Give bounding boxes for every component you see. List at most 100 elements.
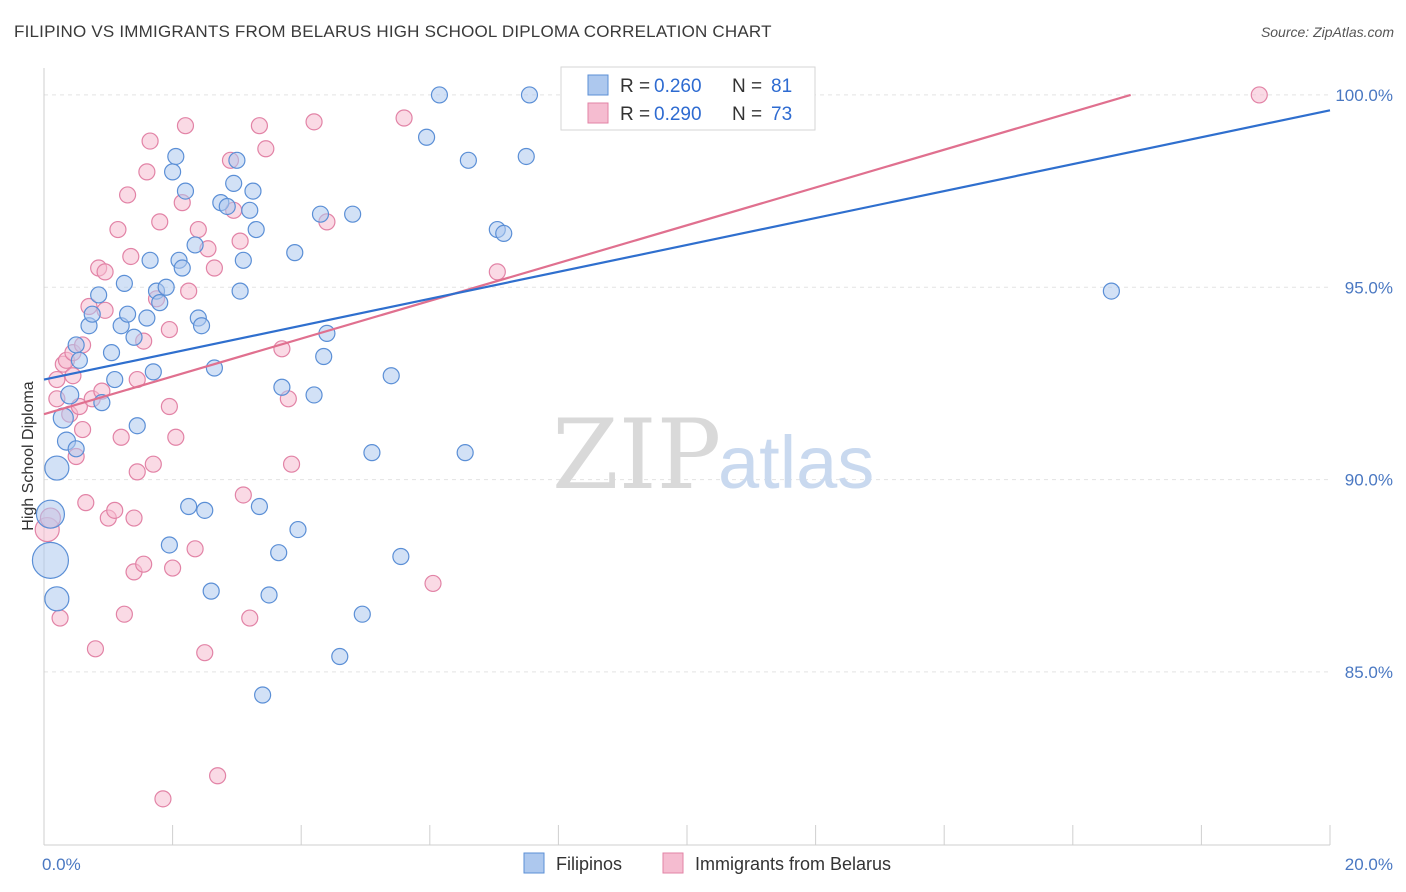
filipino-point <box>382 367 400 385</box>
y-tick-label: 100.0% <box>1335 86 1393 105</box>
legend-r-label-filipinos: R = <box>620 76 650 97</box>
y-tick-label: 90.0% <box>1345 471 1393 490</box>
belarus-point <box>189 220 207 239</box>
belarus-point <box>73 420 92 439</box>
legend-bottom-label-belarus: Immigrants from Belarus <box>695 854 891 874</box>
legend-n-value-filipinos: 81 <box>771 76 792 97</box>
belarus-point <box>96 263 114 281</box>
x-tick-label-min: 0.0% <box>42 855 81 874</box>
legend-stats: R = 0.260 N = 81 R = 0.290 N = 73 <box>560 66 816 131</box>
filipino-point <box>286 244 304 262</box>
belarus-point <box>282 455 301 473</box>
belarus-point <box>231 232 249 250</box>
filipino-point <box>102 344 121 362</box>
belarus-point <box>196 644 214 662</box>
filipino-point <box>260 586 278 604</box>
filipino-point <box>353 605 371 623</box>
belarus-point <box>257 140 275 158</box>
belarus-point <box>122 247 140 266</box>
filipino-point <box>176 182 195 200</box>
belarus-point <box>135 555 153 573</box>
y-axis-label: High School Diploma <box>20 381 37 531</box>
filipino-point <box>31 541 70 579</box>
filipino-point <box>180 497 198 516</box>
filipino-point <box>344 205 362 223</box>
filipino-point <box>392 547 410 566</box>
filipino-point <box>202 582 220 600</box>
belarus-point <box>138 163 156 181</box>
filipino-point <box>254 686 272 704</box>
filipino-point <box>459 151 477 169</box>
filipino-point <box>44 455 70 481</box>
series-filipinos-points <box>31 86 1120 704</box>
filipino-point <box>520 86 539 104</box>
filipino-point <box>495 224 513 243</box>
belarus-point <box>106 501 124 519</box>
belarus-point <box>141 132 159 150</box>
filipino-point <box>1102 282 1120 300</box>
legend-swatch-belarus <box>587 102 609 124</box>
filipino-point <box>430 86 449 104</box>
legend-series: Filipinos Immigrants from Belarus <box>523 852 891 874</box>
filipino-point <box>196 501 214 519</box>
filipino-point <box>35 499 66 529</box>
belarus-point <box>205 259 223 277</box>
legend-bottom-swatch-belarus <box>662 852 684 874</box>
filipino-point <box>270 544 288 562</box>
belarus-point <box>86 640 105 658</box>
legend-n-label-belarus: N = <box>732 104 762 125</box>
filipino-point <box>138 309 156 327</box>
belarus-point <box>160 397 178 416</box>
filipino-point <box>44 586 70 612</box>
legend-n-label-filipinos: N = <box>732 76 762 97</box>
filipino-point <box>160 536 178 554</box>
filipino-point <box>218 197 236 216</box>
filipino-point <box>83 305 101 323</box>
filipino-point <box>225 174 243 192</box>
filipino-point <box>247 220 265 239</box>
belarus-point <box>51 609 69 627</box>
belarus-point <box>77 494 95 512</box>
filipino-point <box>192 317 211 335</box>
legend-swatch-filipinos <box>587 74 609 96</box>
filipino-point <box>157 278 175 296</box>
watermark-zip: ZIP <box>552 399 721 511</box>
belarus-point <box>186 540 204 558</box>
filipino-point <box>517 147 535 166</box>
filipino-point <box>173 259 191 277</box>
filipino-point <box>417 128 436 146</box>
belarus-point <box>128 463 146 481</box>
legend-r-value-filipinos: 0.260 <box>654 76 702 97</box>
filipino-point <box>70 351 88 369</box>
x-tick-marks <box>43 825 1331 845</box>
filipino-point <box>167 147 185 166</box>
legend-n-value-belarus: 73 <box>771 104 792 125</box>
belarus-point <box>176 117 195 135</box>
filipino-point <box>106 370 124 389</box>
filipino-point <box>164 163 182 181</box>
belarus-point <box>118 186 137 204</box>
legend-bottom-label-filipinos: Filipinos <box>556 854 622 874</box>
filipino-point <box>305 386 323 404</box>
belarus-point <box>241 609 259 627</box>
filipino-point <box>141 251 159 269</box>
filipino-point <box>67 336 85 354</box>
filipino-point <box>244 182 262 200</box>
filipino-point <box>456 444 474 462</box>
belarus-point <box>160 320 178 339</box>
filipino-point <box>186 236 204 254</box>
filipino-point <box>311 205 330 223</box>
watermark-atlas: atlas <box>718 421 874 504</box>
belarus-point <box>305 113 323 131</box>
filipino-point <box>128 417 146 435</box>
chart-title: FILIPINO VS IMMIGRANTS FROM BELARUS HIGH… <box>14 22 772 41</box>
filipino-point <box>234 251 252 269</box>
belarus-point <box>109 220 127 239</box>
filipino-point <box>363 444 381 462</box>
trend-line-belarus <box>43 93 1131 416</box>
filipino-point <box>231 282 249 300</box>
watermark: ZIP atlas <box>552 399 874 511</box>
filipino-point <box>273 378 291 396</box>
x-tick-label-max: 20.0% <box>1345 855 1393 874</box>
filipino-point <box>241 201 259 219</box>
